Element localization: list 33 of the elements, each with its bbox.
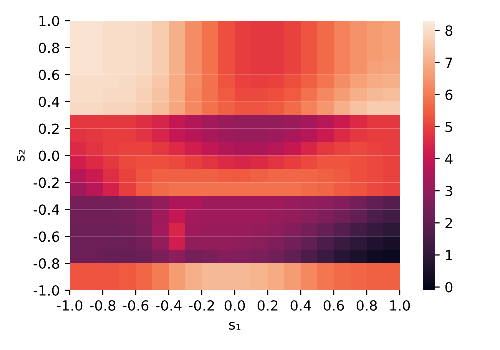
color-bar-label: 8 bbox=[446, 26, 453, 36]
x-axis-title: s₁ bbox=[229, 322, 241, 330]
x-tick-label: 1.0 bbox=[390, 300, 410, 311]
y-tick-label: -0.6 bbox=[34, 232, 60, 242]
x-tick-label: 0.6 bbox=[324, 300, 344, 311]
y-tick-label: 0.6 bbox=[39, 70, 60, 80]
x-tick-label: -0.6 bbox=[123, 300, 149, 311]
color-bar-label: 6 bbox=[446, 90, 453, 100]
x-tick-label: -0.2 bbox=[189, 300, 214, 311]
color-bar-label: 7 bbox=[446, 58, 452, 68]
color-bar-label: 4 bbox=[445, 154, 453, 164]
y-tick-label: 0.0 bbox=[39, 150, 60, 162]
y-tick-label: -0.8 bbox=[34, 258, 60, 270]
x-tick-label: 0.8 bbox=[356, 300, 378, 311]
color-bar-label: 5 bbox=[446, 122, 452, 132]
color-bar-label: 3 bbox=[446, 186, 452, 197]
y-tick-label: -1.0 bbox=[34, 285, 60, 296]
color-bar-label: 0 bbox=[446, 282, 453, 293]
x-tick-label: 0.2 bbox=[258, 300, 278, 311]
y-tick-label: -0.2 bbox=[34, 178, 59, 188]
y-tick-label: 0.8 bbox=[39, 42, 60, 54]
y-tick-label: 0.4 bbox=[39, 96, 60, 108]
x-tick-label: -1.0 bbox=[57, 300, 83, 311]
x-tick-label: -0.8 bbox=[90, 300, 116, 311]
color-bar-label: 2 bbox=[446, 218, 452, 228]
x-tick-label: 0.4 bbox=[290, 300, 312, 311]
x-tick-label: 0.0 bbox=[224, 300, 246, 311]
y-tick-label: 0.2 bbox=[39, 124, 59, 134]
color-bar-label: 1 bbox=[446, 250, 452, 260]
x-tick-label: -0.4 bbox=[156, 300, 182, 311]
y-axis-title: s₂ bbox=[16, 150, 25, 162]
y-tick-label: -0.4 bbox=[34, 204, 60, 216]
y-tick-label: 1.0 bbox=[40, 16, 60, 26]
